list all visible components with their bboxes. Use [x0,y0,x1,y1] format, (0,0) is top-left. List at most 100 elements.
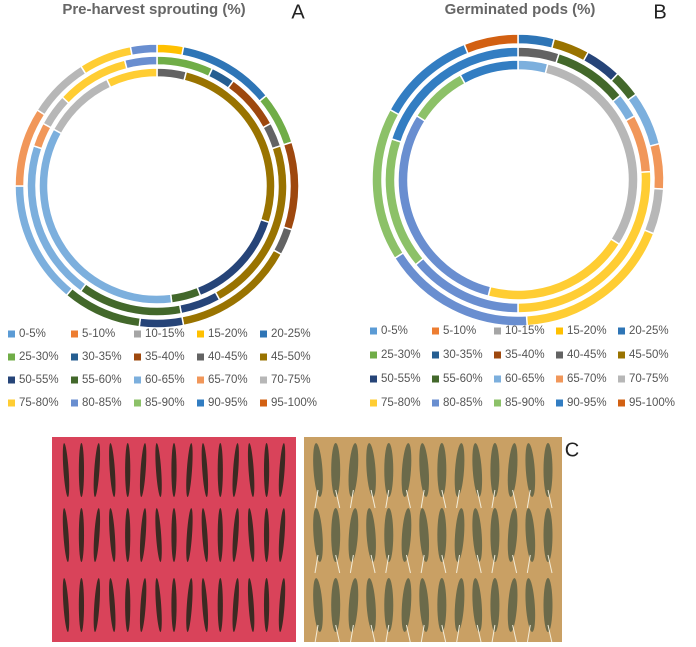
legend-label: 80-85% [443,397,483,409]
legend-label: 90-95% [567,397,607,409]
legend-label: 75-80% [381,397,421,409]
legend-swatch [494,375,501,383]
ring-segment [156,43,185,57]
legend-swatch [432,327,439,335]
legend-label: 25-30% [381,349,421,361]
pod [217,508,223,562]
ring-segment [463,33,519,55]
pod [313,578,323,632]
legend-label: 5-10% [443,325,476,337]
legend-swatch [134,376,141,384]
pod [401,508,412,562]
legend-label: 95-100% [629,397,675,409]
root [476,489,482,509]
panel-label: C [565,439,579,461]
pod [263,443,270,497]
pod [171,443,177,497]
pod [232,578,239,632]
pod [78,508,85,562]
legend-label: 55-60% [443,373,483,385]
root [420,554,425,574]
root [405,489,411,509]
pod [263,508,270,562]
legend-swatch [556,327,563,335]
legend-swatch [260,330,267,338]
root [476,554,482,574]
pod [201,443,209,497]
pod [93,508,101,562]
pod [139,443,147,497]
ring-segment [390,46,519,143]
pod [278,578,286,632]
pod [263,578,270,632]
pod [419,508,430,562]
pod [247,578,255,632]
pod [490,443,500,497]
pod [472,578,483,632]
pod [171,578,177,632]
legend-swatch [370,399,377,407]
legend-swatch [494,327,501,335]
root [512,624,518,644]
legend-swatch [260,399,267,407]
root [512,489,518,509]
legend-swatch [71,330,78,338]
ring-segment [648,142,665,190]
legend-label: 30-35% [82,351,122,363]
pod [366,508,376,562]
legend-swatch [260,353,267,361]
root [420,489,425,509]
root [526,624,531,644]
legend-swatch [197,330,204,338]
pod [419,578,430,632]
root [547,624,553,644]
pod [543,578,553,632]
legend-swatch [134,399,141,407]
pod [525,578,536,632]
chart-title: Germinated pods (%) [445,1,596,18]
ring-segment [156,67,188,82]
pod [507,443,518,497]
pod [201,508,209,562]
pod [313,443,323,497]
root [349,554,354,574]
legend-swatch [556,399,563,407]
pod [543,443,553,497]
pod [348,508,359,562]
root [405,554,411,574]
root [441,554,447,574]
root [370,624,376,644]
pod [348,578,359,632]
pod [437,578,447,632]
pod [384,443,394,497]
root [547,489,553,509]
pod [201,578,209,632]
pod [472,508,483,562]
pod [217,578,223,632]
ring-segment [517,33,556,50]
legend-swatch [8,376,15,384]
legend-swatch [494,351,501,359]
legend-label: 40-45% [208,351,248,363]
root [314,554,319,574]
legend-label: 65-70% [567,373,607,385]
legend-swatch [370,327,377,335]
legend-label: 70-75% [629,373,669,385]
pod [109,443,116,497]
root [405,624,411,644]
pod [186,508,193,562]
legend-label: 50-55% [19,374,59,386]
root [385,624,390,644]
pod [490,508,500,562]
pod [278,508,286,562]
pod [331,443,341,497]
root [314,624,319,644]
root [456,489,461,509]
ring-segment [459,59,519,85]
pod [507,508,518,562]
pod [348,443,359,497]
pod [331,508,341,562]
root [476,624,482,644]
pod [247,443,255,497]
